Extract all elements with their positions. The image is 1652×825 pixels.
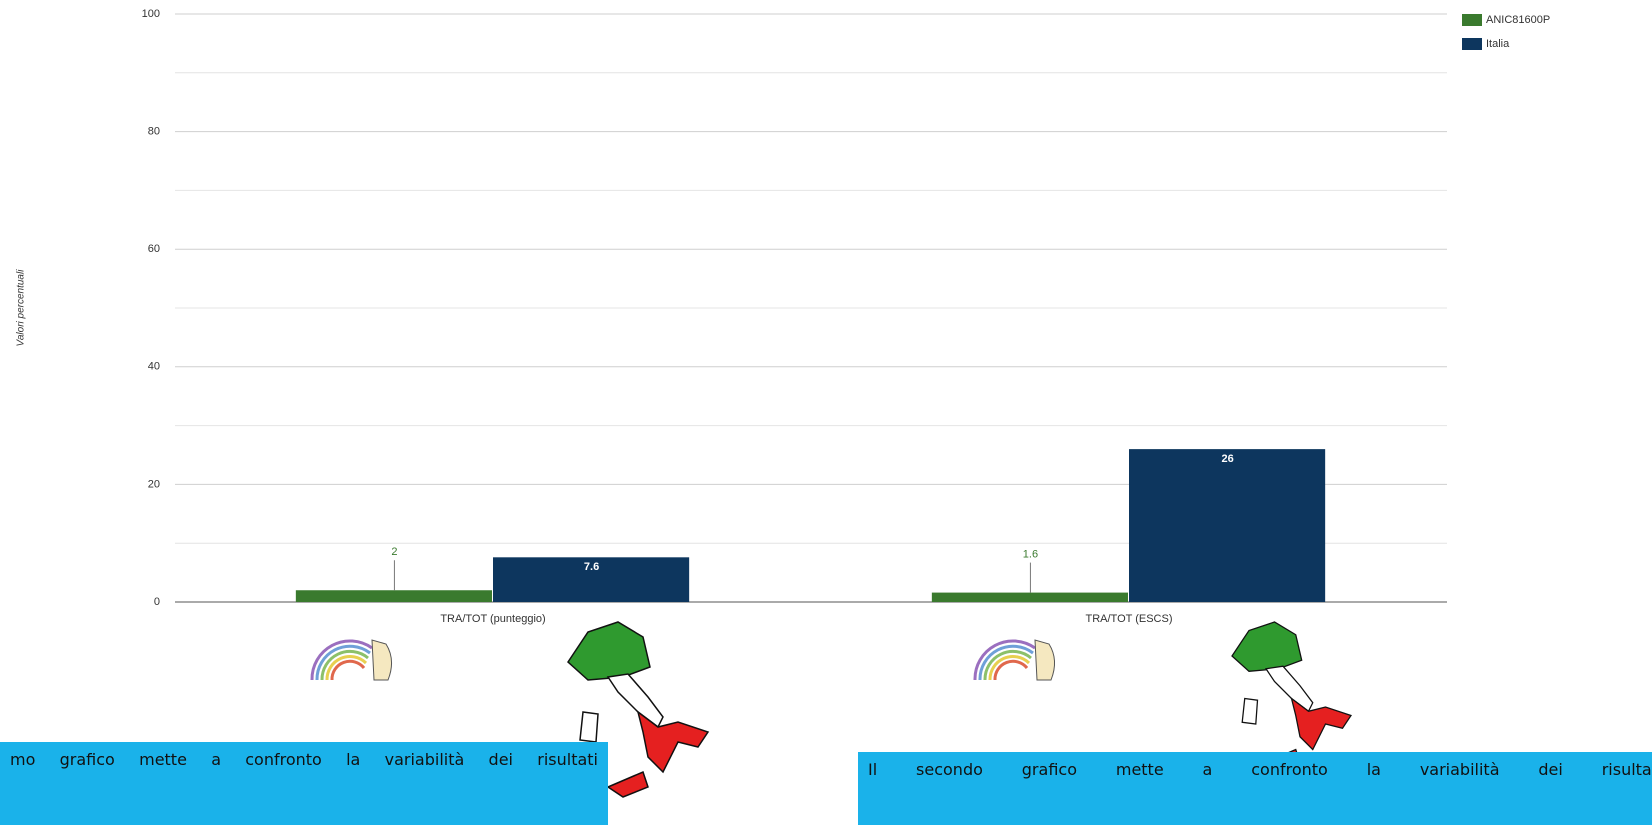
y-tick-label: 0 (154, 596, 160, 608)
y-tick-label: 40 (148, 361, 160, 373)
italy-map (1231, 621, 1352, 772)
rainbow-icon (310, 639, 392, 681)
rainbow-icon (973, 639, 1055, 681)
bar (1129, 449, 1326, 602)
bar (931, 592, 1128, 602)
y-tick-label: 100 (142, 8, 160, 20)
value-label: 1.6 (1023, 548, 1038, 560)
y-axis-label: Valori percentuali (16, 269, 27, 347)
value-label: 26 (1221, 453, 1233, 465)
bar (493, 557, 690, 602)
y-tick-label: 20 (148, 478, 160, 490)
text-box: Il secondo grafico mette a confronto la … (858, 752, 1652, 825)
x-tick-label: TRA/TOT (ESCS) (1086, 613, 1173, 625)
italy-map (567, 621, 710, 798)
y-tick-label: 80 (148, 126, 160, 138)
legend-label: Italia (1486, 38, 1510, 50)
legend-label: ANIC81600P (1486, 14, 1550, 26)
legend-swatch (1462, 14, 1482, 26)
value-label: 2 (391, 546, 397, 558)
y-tick-label: 60 (148, 243, 160, 255)
bar (295, 590, 492, 602)
legend-swatch (1462, 38, 1482, 50)
text-box: mo grafico mette a confronto la variabil… (0, 742, 608, 825)
x-tick-label: TRA/TOT (punteggio) (440, 613, 545, 625)
value-label: 7.6 (584, 561, 599, 573)
